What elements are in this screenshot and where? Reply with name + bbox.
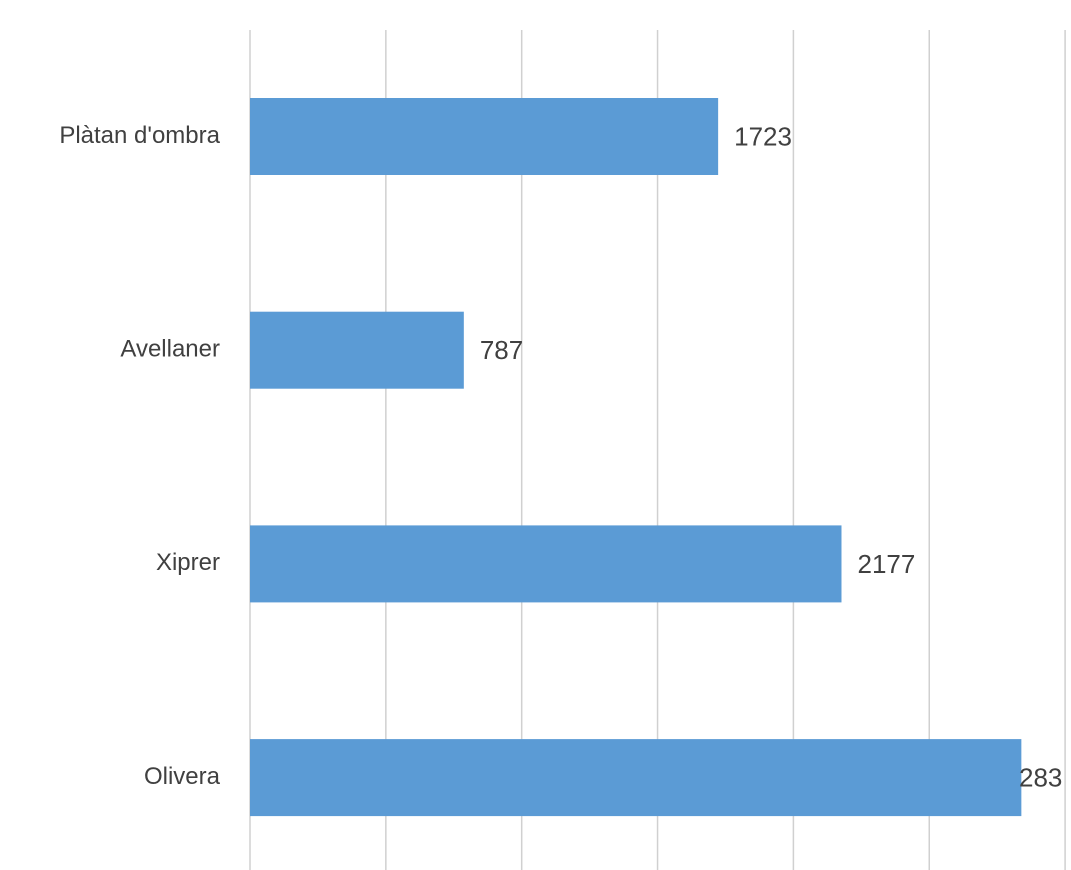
category-label: Olivera [144,763,221,790]
category-label: Plàtan d'ombra [59,122,220,149]
data-labels: 1723 787 2177 283 [480,121,1063,792]
category-labels: Plàtan d'ombra Avellaner Xiprer Olivera [59,122,220,790]
data-label: 2177 [857,549,915,579]
bar-3 [250,739,1022,817]
bar-2 [250,525,842,603]
bar-0 [250,98,719,175]
data-label: 787 [480,335,523,365]
bar-1 [250,311,464,389]
bars [250,98,1022,817]
category-label: Avellaner [120,336,220,363]
data-label: 283 [1019,762,1062,792]
category-label: Xiprer [156,549,220,576]
data-label: 1723 [734,121,792,151]
